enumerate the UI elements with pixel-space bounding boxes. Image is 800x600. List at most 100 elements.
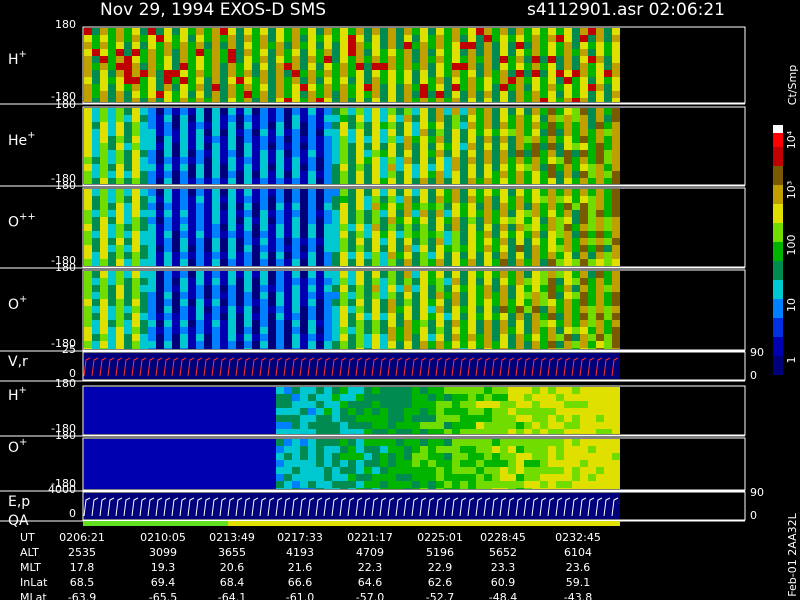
spectrogram-cell (100, 164, 108, 171)
spectrogram-cell (132, 401, 140, 408)
spectrogram-cell (228, 143, 236, 150)
spectrogram-cell (324, 224, 332, 231)
spectrogram-cell (500, 35, 508, 42)
spectrogram-cell (148, 28, 156, 35)
spectrogram-cell (244, 439, 252, 446)
spectrogram-cell (284, 122, 292, 129)
spectrogram-cell (364, 98, 372, 102)
spectrogram-cell (284, 224, 292, 231)
spectrogram-cell (284, 259, 292, 266)
spectrogram-cell (164, 401, 172, 408)
spectrogram-cell (612, 460, 620, 467)
spectrogram-cell (212, 42, 220, 49)
spectrogram-cell (492, 453, 500, 460)
spectrogram-cell (508, 507, 516, 514)
spectrogram-cell (268, 429, 276, 434)
spectrogram-cell (468, 189, 476, 196)
spectrogram-cell (580, 115, 588, 122)
spectrogram-cell (300, 367, 308, 374)
spectrogram-cell (292, 63, 300, 70)
spectrogram-cell (356, 422, 364, 429)
spectrogram-cell (612, 500, 620, 507)
spectrogram-cell (212, 334, 220, 341)
spectrogram-cell (548, 313, 556, 320)
spectrogram-cell (332, 238, 340, 245)
spectrogram-cell (308, 252, 316, 259)
spectrogram-cell (468, 439, 476, 446)
spectrogram-cell (308, 196, 316, 203)
spectrogram-cell (540, 210, 548, 217)
spectrogram-cell (356, 320, 364, 327)
spectrogram-cell (276, 408, 284, 415)
spectrogram-cell (548, 217, 556, 224)
spectrogram-cell (588, 341, 596, 348)
spectrogram-cell (324, 189, 332, 196)
spectrogram-cell (164, 374, 172, 379)
spectrogram-cell (108, 481, 116, 488)
spectrogram-cell (356, 360, 364, 367)
spectrogram-cell (324, 252, 332, 259)
spectrogram-cell (324, 108, 332, 115)
spectrogram-cell (548, 306, 556, 313)
spectrogram-cell (284, 210, 292, 217)
spectrogram-cell (180, 98, 188, 102)
spectrogram-cell (492, 334, 500, 341)
spectrogram-cell (444, 84, 452, 91)
spectrogram-cell (204, 129, 212, 136)
spectrogram-cell (500, 238, 508, 245)
spectrogram-cell (556, 271, 564, 278)
spectrogram-cell (588, 189, 596, 196)
spectrogram-cell (148, 77, 156, 84)
spectrogram-cell (260, 507, 268, 514)
spectrogram-cell (380, 157, 388, 164)
spectrogram-cell (404, 63, 412, 70)
table-cell: 6104 (564, 546, 592, 559)
spectrogram-cell (196, 415, 204, 422)
spectrogram-cell (412, 238, 420, 245)
spectrogram-cell (276, 507, 284, 514)
spectrogram-cell (220, 474, 228, 481)
spectrogram-cell (100, 401, 108, 408)
spectrogram-cell (476, 341, 484, 348)
spectrogram-cell (484, 271, 492, 278)
trace (347, 497, 355, 517)
trace (451, 497, 459, 517)
spectrogram-cell (132, 334, 140, 341)
spectrogram-cell (196, 63, 204, 70)
spectrogram-cell (252, 98, 260, 102)
spectrogram-cell (548, 63, 556, 70)
spectrogram-cell (92, 429, 100, 434)
spectrogram-cell (268, 374, 276, 379)
spectrogram-cell (244, 56, 252, 63)
spectrogram-cell (492, 507, 500, 514)
spectrogram-cell (300, 278, 308, 285)
spectrogram-cell (292, 231, 300, 238)
spectrogram-cell (452, 507, 460, 514)
spectrogram-cell (188, 210, 196, 217)
spectrogram-cell (372, 415, 380, 422)
spectrogram-cell (204, 474, 212, 481)
spectrogram-cell (308, 467, 316, 474)
spectrogram-cell (196, 108, 204, 115)
spectrogram-cell (436, 439, 444, 446)
spectrogram-cell (412, 327, 420, 334)
spectrogram-cell (196, 189, 204, 196)
no-data (620, 271, 744, 349)
spectrogram-cell (500, 500, 508, 507)
table-cell: 21.6 (288, 561, 313, 574)
spectrogram-cell (276, 429, 284, 434)
spectrogram-cell (468, 481, 476, 488)
spectrogram-cell (172, 408, 180, 415)
spectrogram-cell (604, 429, 612, 434)
spectrogram-cell (268, 401, 276, 408)
spectrogram-cell (284, 77, 292, 84)
spectrogram-cell (220, 252, 228, 259)
spectrogram-cell (356, 84, 364, 91)
trace (123, 357, 131, 377)
spectrogram-cell (612, 271, 620, 278)
colorbar-step (773, 242, 783, 261)
spectrogram-cell (444, 360, 452, 367)
spectrogram-cell (108, 77, 116, 84)
spectrogram-cell (604, 446, 612, 453)
